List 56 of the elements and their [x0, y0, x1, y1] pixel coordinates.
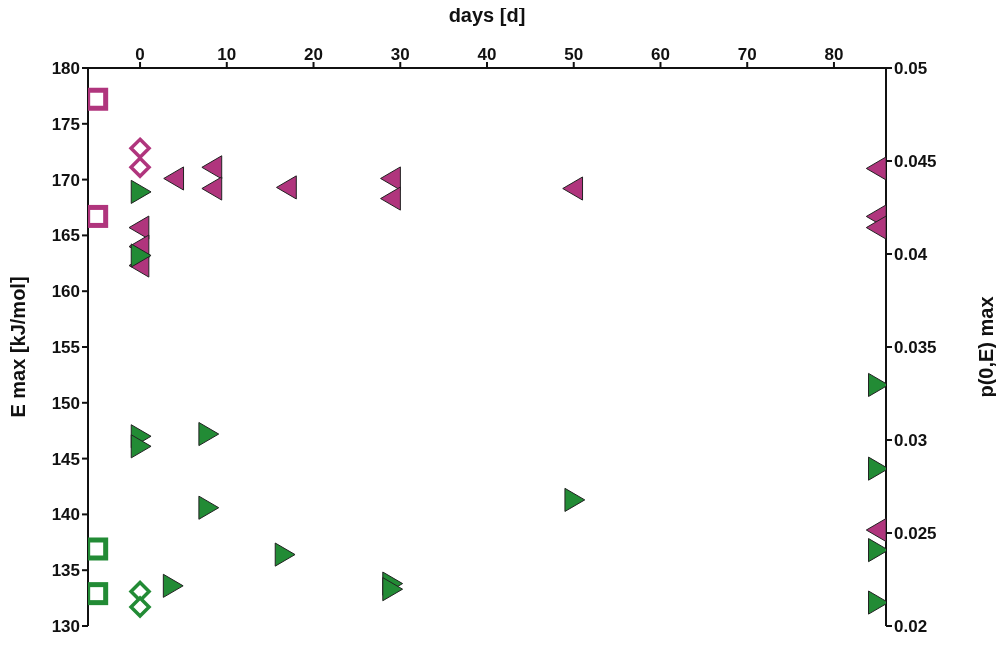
x-tick-label: 60	[651, 45, 670, 64]
point	[865, 215, 886, 240]
point	[865, 156, 886, 181]
y-axis-title: E max [kJ/mol]	[7, 276, 30, 418]
y-tick-label: 145	[51, 449, 80, 469]
y2-tick-label: 0.03	[894, 431, 928, 451]
point	[128, 215, 150, 240]
point	[88, 87, 109, 111]
y-tick-label: 160	[51, 282, 80, 302]
x-tick-label: 40	[477, 45, 497, 64]
point	[562, 176, 584, 201]
y2-tick-label: 0.045	[894, 152, 937, 172]
x-tick-label: 80	[824, 45, 844, 64]
x-tick-label: 20	[304, 45, 323, 64]
y2-tick-label: 0.035	[894, 338, 937, 358]
y-tick-label: 180	[51, 59, 80, 79]
point	[201, 176, 223, 201]
x-axis-title: days [d]	[448, 4, 526, 27]
y-tick-label: 135	[51, 561, 80, 581]
point	[162, 573, 184, 598]
point	[276, 175, 297, 200]
point	[88, 537, 109, 561]
point	[163, 166, 185, 191]
point	[129, 156, 151, 179]
y-tick-label: 150	[51, 393, 80, 413]
point	[382, 577, 404, 602]
point	[564, 487, 586, 512]
y2-tick-label: 0.05	[894, 59, 928, 79]
point	[130, 179, 152, 204]
y2-tick-label: 0.04	[894, 245, 928, 265]
point	[88, 204, 109, 228]
point	[129, 137, 151, 160]
x-tick-label: 30	[390, 45, 410, 64]
point	[88, 582, 109, 606]
x-tick-label: 0	[135, 45, 145, 64]
y2-tick-label: 0.02	[894, 617, 928, 637]
y-tick-label: 165	[51, 226, 80, 246]
y-tick-label: 155	[51, 338, 80, 358]
point	[129, 596, 151, 618]
y-tick-label: 170	[51, 170, 80, 190]
point	[274, 542, 296, 567]
y-tick-label: 130	[51, 617, 80, 637]
point	[198, 422, 220, 447]
point	[130, 434, 152, 459]
y-tick-label: 140	[51, 505, 80, 525]
x-tick-label: 70	[737, 45, 757, 64]
point	[865, 517, 886, 543]
x-tick-label: 10	[217, 45, 237, 64]
y-tick-label: 175	[51, 114, 80, 134]
point	[380, 186, 401, 211]
point	[380, 166, 401, 191]
point	[201, 155, 223, 180]
y2-tick-label: 0.025	[894, 524, 937, 544]
point	[198, 495, 220, 520]
point	[130, 243, 152, 268]
x-tick-label: 50	[564, 45, 584, 64]
